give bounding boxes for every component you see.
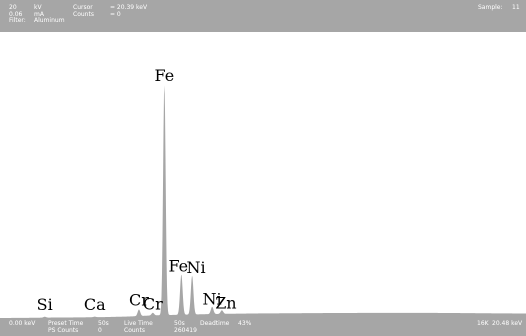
status-footer: 0.00 keV Preset Time 50s PS Counts 0 Liv… — [0, 318, 526, 336]
filter-label: Filter: — [9, 17, 26, 25]
full-scale: 16K — [477, 320, 489, 327]
peak-label-ni-7: Ni — [203, 290, 222, 309]
peak-label-ni-6: Ni — [187, 258, 206, 277]
start-energy: 0.00 keV — [9, 320, 36, 327]
end-energy: 20.48 keV — [492, 320, 523, 327]
peak-label-cr-3: Cr — [143, 294, 163, 313]
live-time-value: 50s — [174, 320, 185, 327]
peak-label-cr-2: Cr — [129, 290, 149, 309]
ma-unit: mA — [34, 10, 44, 18]
peak-label-zn-8: Zn — [215, 293, 236, 312]
plot-area[interactable]: Si Ca Cr Cr Fe Fe Ni Ni Zn — [0, 32, 526, 318]
peak-label-si-0: Si — [37, 295, 53, 314]
ps-counts-value: 0 — [98, 326, 102, 334]
preset-time-label: Preset Time — [48, 320, 84, 327]
sample-value: 11 — [512, 4, 520, 11]
footer-counts-value: 260419 — [174, 326, 197, 334]
sample-label: Sample: — [478, 4, 503, 11]
ps-counts-label: PS Counts — [48, 326, 79, 334]
header-counts-value: = 0 — [110, 10, 121, 18]
deadtime-label: Deadtime — [200, 320, 230, 327]
status-header: 20 kV 0.06 mA Filter: Aluminum Cursor = … — [0, 0, 526, 32]
cursor-label: Cursor — [73, 4, 93, 11]
spectrum-area — [0, 85, 526, 318]
cursor-value: = 20.39 keV — [110, 4, 148, 11]
filter-value: Aluminum — [34, 17, 65, 25]
preset-time-value: 50s — [98, 320, 109, 327]
kv-value: 20 — [9, 4, 17, 11]
live-time-label: Live Time — [124, 320, 153, 327]
ma-value: 0.06 — [9, 10, 23, 18]
kv-unit: kV — [34, 4, 42, 11]
deadtime-value: 43% — [238, 320, 252, 327]
header-counts-label: Counts — [73, 10, 94, 18]
footer-counts-label: Counts — [124, 326, 145, 334]
peak-label-fe-5: Fe — [168, 257, 188, 276]
peak-label-ca-1: Ca — [84, 295, 106, 314]
peak-label-fe-4: Fe — [155, 66, 175, 85]
